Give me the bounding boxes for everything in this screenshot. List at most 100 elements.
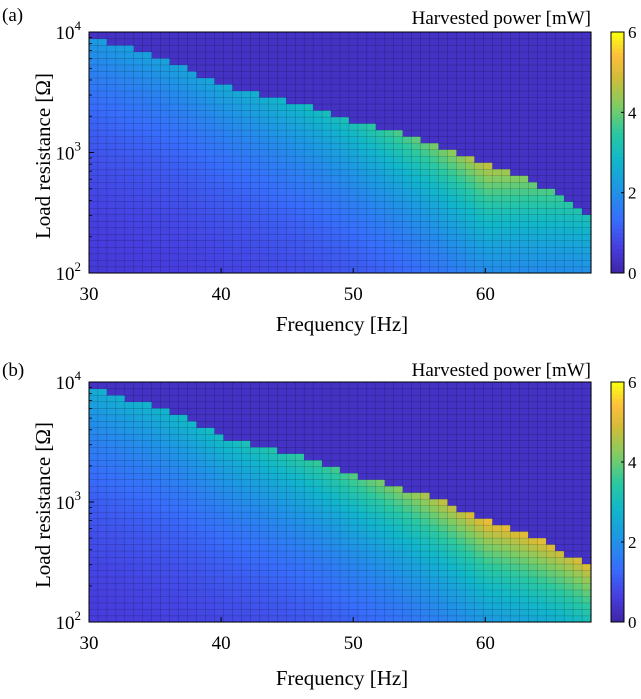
heatmap-cell (286, 446, 296, 454)
heatmap-cell (232, 446, 242, 454)
heatmap-cell (528, 485, 538, 493)
heatmap-cell (259, 466, 269, 474)
heatmap-cell (581, 233, 592, 242)
heatmap-cell (187, 253, 198, 261)
heatmap-cell (142, 427, 153, 435)
heatmap-cell (223, 569, 234, 578)
heatmap-cell (420, 563, 431, 571)
heatmap-cell (402, 602, 413, 610)
heatmap-cell (402, 214, 413, 222)
heatmap-cell (492, 505, 502, 513)
heatmap-cell (420, 569, 431, 578)
heatmap-cell (88, 96, 99, 105)
heatmap-cell (133, 518, 144, 526)
heatmap-cell (519, 194, 529, 202)
heatmap-cell (151, 116, 162, 124)
heatmap-cells (88, 31, 592, 274)
heatmap-cell (286, 149, 296, 157)
heatmap-cell (214, 253, 225, 261)
heatmap-cell (447, 214, 458, 222)
heatmap-cell (268, 220, 278, 228)
heatmap-cell (492, 530, 502, 539)
heatmap-cell (528, 530, 538, 539)
heatmap-cell (196, 446, 207, 454)
heatmap-cell (492, 103, 502, 111)
heatmap-cell (492, 214, 502, 222)
heatmap-cell (357, 64, 368, 72)
heatmap-cell (528, 181, 538, 189)
heatmap-cell (510, 38, 520, 46)
heatmap-cell (384, 142, 395, 150)
heatmap-cell (528, 77, 538, 85)
heatmap-cell (438, 472, 449, 480)
heatmap-cell (429, 162, 440, 170)
heatmap-cell (312, 142, 323, 150)
heatmap-cell (384, 103, 395, 111)
heatmap-cell (259, 266, 269, 274)
heatmap-cell (178, 401, 189, 409)
heatmap-cell (330, 414, 341, 422)
heatmap-cell (456, 381, 467, 390)
heatmap-cell (312, 96, 323, 105)
heatmap-cell (510, 259, 520, 268)
heatmap-cell (178, 103, 189, 111)
heatmap-cell (178, 246, 189, 255)
heatmap-cell (169, 466, 180, 474)
heatmap-cell (474, 401, 485, 409)
heatmap-cell (411, 31, 422, 40)
heatmap-cell (465, 524, 476, 532)
heatmap-cell (214, 142, 225, 150)
heatmap-cell (375, 518, 386, 526)
heatmap-cell (169, 530, 180, 539)
heatmap-cell (321, 57, 332, 66)
heatmap-cell (438, 582, 449, 591)
heatmap-cell (563, 201, 574, 209)
heatmap-cell (483, 485, 493, 493)
heatmap-cell (501, 615, 511, 623)
heatmap-cell (456, 116, 467, 124)
heatmap-cell (205, 498, 216, 506)
heatmap-cell (402, 433, 413, 441)
heatmap-cell (88, 433, 99, 441)
heatmap-cell (528, 253, 538, 261)
heatmap-cell (438, 381, 449, 390)
heatmap-cell (339, 524, 350, 532)
heatmap-cell (142, 595, 153, 604)
heatmap-cell (348, 70, 359, 79)
x-tick-label: 40 (212, 284, 231, 305)
heatmap-cell (492, 44, 502, 53)
heatmap-cell (411, 543, 422, 552)
heatmap-cell (519, 414, 529, 422)
heatmap-cell (554, 608, 565, 617)
heatmap-cell (115, 31, 126, 40)
heatmap-cell (97, 96, 108, 105)
heatmap-cell (366, 116, 377, 124)
heatmap-cell (169, 64, 180, 72)
heatmap-cell (286, 116, 296, 124)
heatmap-cell (519, 595, 529, 604)
heatmap-cell (501, 136, 511, 144)
heatmap-cell (483, 414, 493, 422)
heatmap-cell (581, 227, 592, 235)
heatmap-cell (519, 394, 529, 403)
heatmap-cell (115, 116, 126, 124)
heatmap-cell (447, 556, 458, 565)
heatmap-cell (312, 414, 323, 422)
heatmap-cell (169, 420, 180, 429)
heatmap-cell (232, 103, 242, 111)
heatmap-cell (205, 615, 216, 623)
heatmap-cell (196, 207, 207, 215)
heatmap-cell (501, 388, 511, 396)
heatmap-cell (286, 103, 296, 111)
heatmap-cell (223, 615, 234, 623)
heatmap-cell (250, 44, 260, 53)
heatmap-cell (411, 459, 422, 467)
heatmap-cell (537, 38, 547, 46)
heatmap-cell (187, 207, 198, 215)
heatmap-cell (420, 129, 431, 137)
heatmap-cell (115, 388, 126, 396)
heatmap-cell (312, 168, 323, 176)
heatmap-cell (277, 433, 287, 441)
heatmap-cell (151, 505, 162, 513)
heatmap-cell (97, 83, 108, 92)
